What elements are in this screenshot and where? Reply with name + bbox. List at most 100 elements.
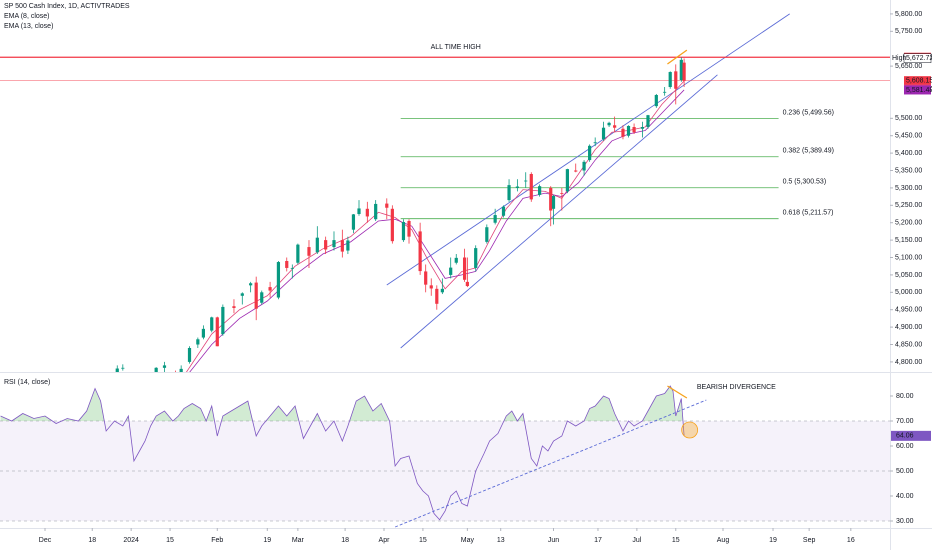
candle-body xyxy=(340,240,344,252)
candle-body xyxy=(682,62,686,81)
y-tick-label: 5,800.00 xyxy=(895,11,922,18)
candle-body xyxy=(215,317,219,347)
candle-body xyxy=(307,247,311,256)
ema-line xyxy=(186,80,685,372)
candle-body xyxy=(454,257,458,263)
price-box-label: 5,672.72 xyxy=(906,55,932,62)
candle-body xyxy=(357,208,361,215)
candle-body xyxy=(324,240,328,250)
rsi-tick-label: 80.00 xyxy=(896,393,914,400)
rsi-trendline xyxy=(394,399,707,528)
candle-body xyxy=(418,231,422,272)
candle-body xyxy=(501,206,506,216)
candle-body xyxy=(401,222,406,241)
x-tick-label: 19 xyxy=(769,537,777,544)
ath-label: ALL TIME HIGH xyxy=(431,44,481,51)
y-tick-label: 5,000.00 xyxy=(895,289,922,296)
y-tick-label: 5,250.00 xyxy=(895,202,922,209)
rsi-tick-label: 30.00 xyxy=(896,518,914,525)
candle-body xyxy=(574,170,578,172)
rsi-line xyxy=(0,385,685,521)
divergence-label: BEARISH DIVERGENCE xyxy=(697,384,776,391)
x-tick-label: Jul xyxy=(632,537,641,544)
candle-body xyxy=(588,145,592,161)
candle-body xyxy=(507,185,511,201)
channel-line xyxy=(400,74,718,349)
candle-body xyxy=(449,267,453,275)
ema-line xyxy=(189,89,685,372)
x-tick-label: May xyxy=(461,537,475,544)
candle-body xyxy=(276,262,281,298)
x-tick-label: Jun xyxy=(548,537,559,544)
candle-body xyxy=(485,227,489,242)
candle-body xyxy=(613,125,617,128)
candle-body xyxy=(240,293,244,296)
candle-body xyxy=(601,127,606,140)
candle-body xyxy=(593,142,597,144)
x-tick-label: 17 xyxy=(594,537,602,544)
candle-body xyxy=(560,193,564,194)
candle-body xyxy=(365,208,369,217)
overbought-fill xyxy=(0,386,685,421)
candle-body xyxy=(121,367,125,369)
candle-body xyxy=(374,203,378,220)
candle-body xyxy=(632,127,636,133)
candle-body xyxy=(385,203,389,208)
candle-body xyxy=(268,287,272,291)
price-pane: 0.236 (5,499.56) 0.382 (5,389.49) 0.5 (5,3… xyxy=(0,13,890,372)
legend: SP 500 Cash Index, 1D, ACTIVTRADES EMA (… xyxy=(4,3,130,386)
candle-body xyxy=(640,127,645,129)
x-tick-label: Aug xyxy=(717,537,730,544)
price-box-label: 5,608.15 xyxy=(906,78,932,85)
candle-body xyxy=(582,161,586,171)
x-tick-label: 2024 xyxy=(123,537,139,544)
candle-body xyxy=(187,347,192,362)
candle-body xyxy=(196,339,200,345)
y-tick-label: 5,750.00 xyxy=(895,28,922,35)
y-tick-label: 5,650.00 xyxy=(895,63,922,70)
candle-body xyxy=(315,237,319,253)
rsi-tick-label: 60.00 xyxy=(896,443,914,450)
candle-body xyxy=(296,244,300,263)
y-tick-label: 5,100.00 xyxy=(895,254,922,261)
rsi-value-box xyxy=(891,430,931,441)
candle-body xyxy=(626,125,631,136)
x-tick-label: Apr xyxy=(379,537,391,544)
y-tick-label: 4,800.00 xyxy=(895,359,922,366)
candle-body xyxy=(290,267,294,269)
candle-body xyxy=(254,282,258,309)
x-tick-label: Mar xyxy=(292,537,305,544)
candle-body xyxy=(260,292,264,303)
candle-body xyxy=(407,220,411,237)
candle-body xyxy=(565,169,569,192)
candle-body xyxy=(201,328,205,338)
candle-body xyxy=(674,71,678,89)
y-tick-label: 4,950.00 xyxy=(895,307,922,314)
candle-body xyxy=(440,288,444,293)
y-tick-label: 4,850.00 xyxy=(895,341,922,348)
x-tick-label: 15 xyxy=(672,537,680,544)
candle-body xyxy=(515,186,519,188)
candle-body xyxy=(115,368,119,372)
candle-body xyxy=(346,240,350,251)
candle-body xyxy=(621,128,625,137)
candle-body xyxy=(551,195,556,209)
legend-entry: EMA (13, close) xyxy=(4,23,53,30)
legend-entry: EMA (8, close) xyxy=(4,13,50,20)
price-box xyxy=(904,85,931,95)
rsi-divergence-line xyxy=(667,385,688,399)
candle-body xyxy=(351,214,356,230)
candle-body xyxy=(249,283,253,286)
rsi-pane: BEARISH DIVERGENCE xyxy=(0,384,890,528)
price-box xyxy=(903,53,932,63)
candle-body xyxy=(154,367,158,372)
fib-label: 0.236 (5,499.56) xyxy=(783,109,834,116)
y-tick-label: 5,400.00 xyxy=(895,150,922,157)
divergence-line xyxy=(667,49,688,65)
candle-body xyxy=(221,306,225,335)
rsi-value-label: 64.06 xyxy=(896,433,914,440)
y-tick-label: 5,200.00 xyxy=(895,220,922,227)
price-box-label: 5,581.48 xyxy=(906,87,932,94)
